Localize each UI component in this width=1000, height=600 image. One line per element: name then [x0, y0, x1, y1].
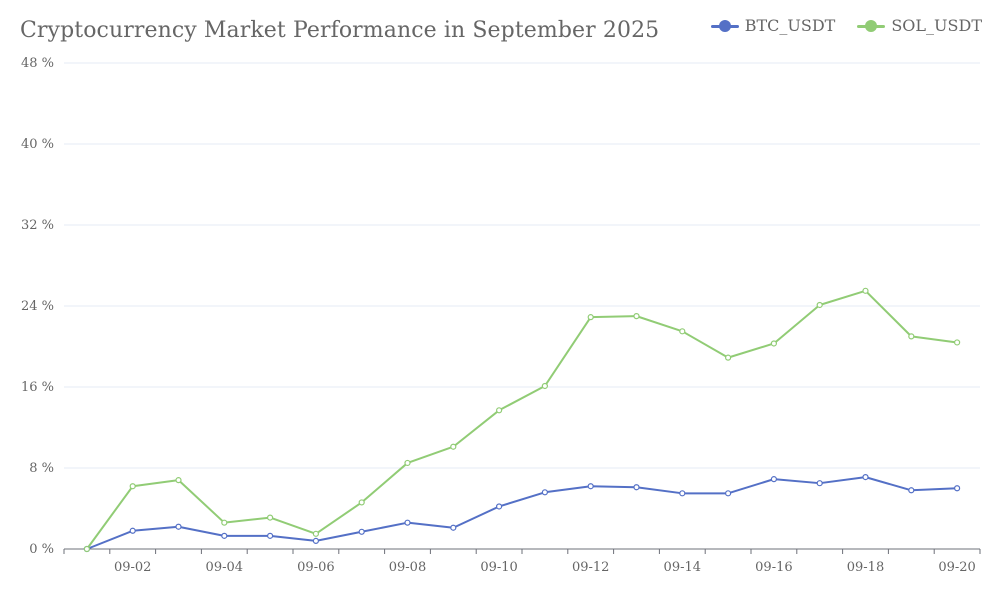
data-point-sol_usdt	[816, 301, 823, 309]
x-tick-label: 09-14	[664, 560, 701, 575]
data-point-sol_usdt	[450, 443, 457, 450]
series-line-btc_usdt	[85, 476, 959, 550]
x-tick-label: 09-18	[847, 560, 884, 575]
data-point-btc_usdt	[862, 474, 869, 481]
data-point-btc_usdt	[679, 490, 686, 497]
data-point-sol_usdt	[129, 483, 136, 490]
data-point-sol_usdt	[679, 328, 686, 335]
data-point-sol_usdt	[358, 499, 365, 506]
x-tick-label: 09-06	[297, 560, 334, 575]
data-point-btc_usdt	[816, 480, 823, 487]
data-point-btc_usdt	[953, 485, 961, 492]
data-point-btc_usdt	[496, 503, 503, 510]
legend-item-sol[interactable]: SOL_USDT	[857, 16, 982, 35]
data-point-btc_usdt	[633, 484, 640, 491]
x-tick-label: 09-02	[114, 560, 151, 575]
data-point-btc_usdt	[312, 537, 319, 545]
data-point-btc_usdt	[587, 483, 594, 490]
data-point-sol_usdt	[221, 519, 228, 526]
data-point-btc_usdt	[770, 476, 778, 483]
y-tick-label: 0 %	[29, 542, 54, 557]
data-point-sol_usdt	[587, 314, 594, 321]
data-point-btc_usdt	[724, 490, 732, 497]
x-tick-label: 09-12	[572, 560, 609, 575]
data-point-btc_usdt	[175, 523, 182, 530]
data-point-btc_usdt	[358, 528, 365, 535]
y-tick-label: 40 %	[21, 137, 54, 152]
y-tick-label: 16 %	[21, 380, 54, 395]
data-point-sol_usdt	[312, 530, 319, 537]
y-tick-label: 32 %	[21, 218, 54, 233]
x-tick-label: 09-04	[206, 560, 243, 575]
legend: BTC_USDT SOL_USDT	[710, 16, 982, 35]
legend-item-btc[interactable]: BTC_USDT	[710, 16, 836, 35]
x-tick-label: 09-08	[389, 560, 426, 575]
legend-swatch-btc	[710, 19, 739, 33]
x-tick-label: 09-10	[480, 560, 517, 575]
data-point-sol_usdt	[770, 340, 778, 347]
y-tick-label: 8 %	[29, 461, 54, 476]
legend-label-btc: BTC_USDT	[744, 16, 836, 35]
data-point-btc_usdt	[129, 527, 136, 534]
x-tick-label: 09-16	[755, 560, 792, 575]
data-point-btc_usdt	[404, 519, 411, 526]
series-line-sol_usdt	[85, 289, 959, 550]
data-point-sol_usdt	[862, 287, 869, 294]
y-tick-label: 24 %	[21, 299, 54, 314]
data-point-sol_usdt	[175, 477, 182, 484]
data-point-sol_usdt	[83, 545, 91, 553]
data-point-btc_usdt	[267, 532, 274, 539]
x-tick-label: 09-20	[938, 560, 975, 575]
legend-swatch-sol	[857, 19, 886, 33]
data-point-sol_usdt	[496, 407, 503, 414]
legend-label-sol: SOL_USDT	[891, 16, 982, 35]
data-point-btc_usdt	[450, 524, 457, 531]
chart-title: Cryptocurrency Market Performance in Sep…	[20, 18, 660, 43]
data-point-sol_usdt	[404, 459, 411, 467]
data-point-sol_usdt	[953, 339, 961, 346]
data-point-sol_usdt	[541, 382, 549, 390]
data-point-btc_usdt	[541, 489, 549, 496]
data-point-sol_usdt	[908, 333, 915, 340]
data-point-sol_usdt	[724, 354, 732, 361]
data-point-sol_usdt	[267, 514, 274, 521]
y-tick-label: 48 %	[21, 56, 54, 71]
data-point-btc_usdt	[908, 487, 915, 494]
data-point-btc_usdt	[221, 532, 228, 539]
data-point-sol_usdt	[633, 313, 640, 320]
